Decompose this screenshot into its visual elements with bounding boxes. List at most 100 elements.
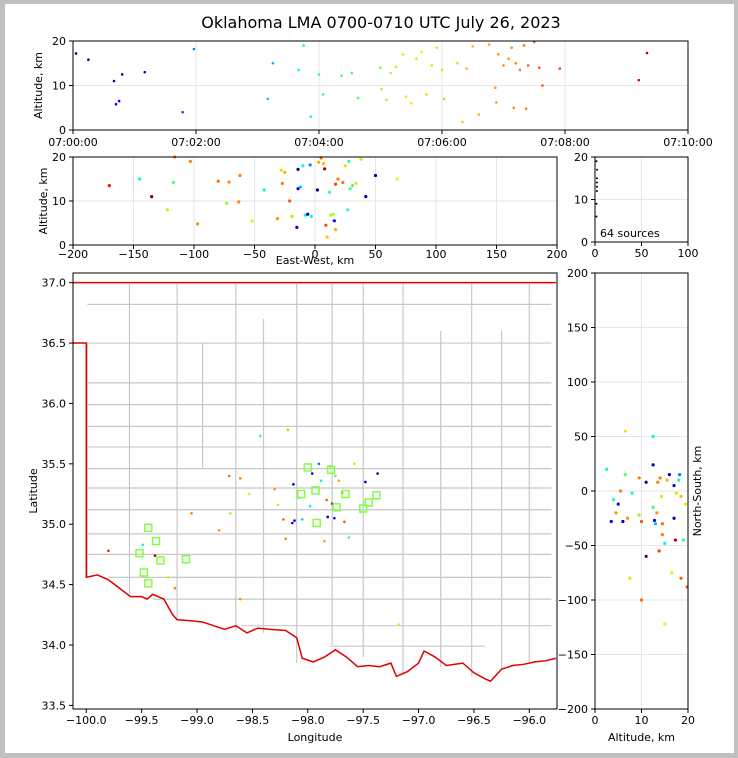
- source-point: [673, 538, 678, 542]
- source-point: [112, 79, 116, 83]
- x-tick-label: −99.0: [180, 714, 214, 727]
- source-point: [538, 66, 541, 69]
- source-point: [356, 96, 360, 100]
- source-point: [297, 68, 300, 72]
- source-point: [327, 190, 332, 194]
- source-point: [526, 64, 530, 67]
- source-point: [114, 102, 118, 106]
- source-point: [681, 538, 685, 542]
- source-point: [672, 483, 676, 488]
- source-point: [512, 106, 516, 110]
- source-point: [258, 434, 262, 438]
- x-tick-label: 07:10:00: [663, 136, 712, 149]
- source-point: [657, 549, 661, 553]
- y-axis-label: Latitude: [27, 468, 40, 514]
- altitude-ns-panel: 0 10 20 −200 −150 −100 −50 0 50 100 150 200 Altitude…: [558, 267, 704, 744]
- source-point: [321, 93, 325, 96]
- source-point: [659, 494, 664, 499]
- source-point: [442, 97, 446, 101]
- source-point: [397, 623, 400, 626]
- source-point: [190, 512, 193, 515]
- lma-station-marker: [151, 536, 161, 546]
- histogram-point: [595, 185, 598, 188]
- source-point: [614, 511, 618, 515]
- source-point: [495, 101, 498, 104]
- source-point: [618, 489, 623, 493]
- source-point: [323, 167, 327, 171]
- y-tick-label: 0: [581, 236, 588, 249]
- y-tick-label: 20: [574, 151, 588, 164]
- source-point: [465, 67, 468, 70]
- lma-station-marker: [311, 486, 320, 495]
- source-point: [639, 519, 644, 524]
- source-point: [282, 518, 285, 521]
- source-point: [287, 199, 292, 203]
- source-point: [333, 516, 336, 520]
- lma-station-marker: [303, 463, 313, 472]
- source-point: [217, 528, 221, 532]
- source-point: [321, 162, 326, 166]
- source-point: [558, 67, 562, 70]
- source-point: [623, 429, 627, 433]
- source-point: [171, 180, 176, 185]
- x-tick-label: −97.0: [402, 714, 436, 727]
- x-tick-label: 07:02:00: [171, 136, 220, 149]
- source-point: [166, 576, 170, 579]
- source-point: [333, 182, 338, 186]
- source-point: [644, 480, 648, 484]
- source-point: [227, 474, 231, 478]
- ew-altitude-frame: [72, 156, 558, 246]
- source-point: [137, 177, 142, 181]
- source-point: [435, 46, 439, 49]
- y-tick-label: 35.0: [42, 518, 67, 531]
- source-point: [173, 586, 177, 590]
- y-tick-label: 10: [574, 194, 588, 207]
- source-point: [293, 519, 296, 522]
- source-point: [74, 52, 78, 55]
- y-tick-label: −100: [558, 594, 588, 607]
- x-tick-label: −150: [118, 248, 148, 261]
- y-tick-label: 150: [567, 322, 588, 335]
- lma-station-marker: [341, 489, 350, 499]
- source-point: [117, 99, 121, 103]
- x-tick-label: −98.5: [236, 714, 270, 727]
- source-point: [353, 462, 356, 466]
- source-point: [250, 219, 254, 223]
- source-point: [660, 522, 665, 526]
- lma-station-marker: [156, 556, 165, 565]
- source-point: [296, 187, 300, 191]
- lma-station-marker: [312, 518, 321, 528]
- source-point: [262, 188, 266, 192]
- x-tick-label: −200: [58, 248, 88, 261]
- x-tick-label: 50: [635, 247, 649, 260]
- source-point: [651, 434, 655, 439]
- y-tick-label: 0: [59, 124, 66, 137]
- time-altitude-frame: [72, 40, 689, 131]
- source-point: [283, 170, 287, 174]
- x-tick-label: 100: [426, 248, 447, 261]
- x-tick-label: −97.5: [346, 714, 380, 727]
- lma-station-marker: [296, 489, 306, 499]
- x-axis-label: Longitude: [288, 731, 343, 744]
- source-point: [309, 214, 313, 218]
- source-point: [192, 47, 196, 51]
- source-point: [404, 95, 408, 98]
- source-point: [296, 167, 300, 171]
- source-point: [238, 597, 242, 601]
- source-point: [346, 208, 350, 212]
- source-point: [354, 181, 358, 185]
- source-point: [325, 235, 329, 239]
- source-point: [487, 43, 491, 46]
- y-tick-label: 10: [52, 195, 66, 208]
- source-point: [107, 549, 110, 553]
- source-point: [347, 536, 351, 539]
- y-tick-label: 33.5: [42, 699, 67, 712]
- y-tick-label: 34.5: [42, 579, 67, 592]
- source-point: [275, 217, 280, 221]
- source-point: [238, 477, 242, 480]
- lma-station-marker: [135, 548, 144, 558]
- source-point: [120, 73, 124, 76]
- lma-station-marker: [144, 523, 153, 533]
- source-point: [348, 187, 352, 191]
- source-point: [334, 474, 337, 478]
